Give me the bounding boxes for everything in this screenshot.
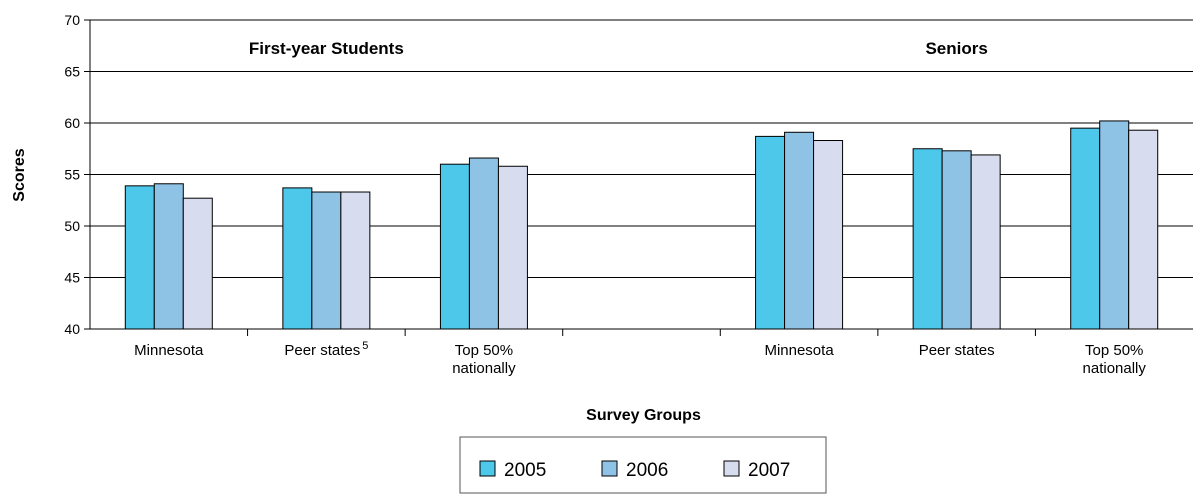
bar-2005-4 — [755, 135, 786, 330]
group-title-first-year: First-year Students — [249, 39, 404, 58]
x-tick-marks — [247, 329, 1036, 336]
y-tick-label: 70 — [64, 12, 80, 28]
category-label: Peer states 5 — [284, 340, 368, 359]
bar-2006-2 — [468, 157, 499, 330]
category-label: Peer states — [919, 342, 995, 359]
category-label: Top 50% — [1085, 342, 1143, 359]
category-label: Minnesota — [764, 342, 834, 359]
bar-2007-6 — [1128, 129, 1159, 330]
bar-2005-1 — [282, 187, 313, 330]
legend-swatch-2007 — [723, 460, 740, 477]
bar-2006-6 — [1099, 120, 1130, 330]
bar-2007-5 — [970, 154, 1001, 330]
y-tick-label: 50 — [64, 218, 80, 234]
legend-box — [459, 436, 827, 494]
y-axis-title: Scores — [11, 148, 28, 201]
bar-2006-1 — [311, 191, 342, 330]
gridlines — [90, 19, 1193, 278]
bar-2006-5 — [941, 150, 972, 330]
group-title-seniors: Seniors — [925, 39, 987, 58]
footnote-marker: 5 — [362, 340, 368, 352]
bar-2006-0 — [153, 183, 184, 330]
legend-swatch-2006 — [601, 460, 618, 477]
category-label: Minnesota — [134, 342, 204, 359]
legend-label-2007: 2007 — [748, 460, 790, 481]
category-label: Top 50% — [455, 342, 513, 359]
bar-2005-5 — [912, 148, 943, 330]
bar-2007-4 — [813, 140, 844, 330]
legend-swatch-2005 — [479, 460, 496, 477]
legend: 2005 2006 2007 — [459, 436, 827, 494]
category-labels: Minnesota Peer states 5 Top 50%nationallyMi… — [134, 340, 1146, 377]
bars — [124, 120, 1159, 330]
bar-2005-2 — [439, 163, 470, 330]
category-label: nationally — [452, 360, 516, 377]
bar-2007-2 — [497, 165, 528, 330]
bar-2007-1 — [340, 191, 371, 330]
y-tick-label: 40 — [64, 321, 80, 337]
y-tick-label: 60 — [64, 115, 80, 131]
bar-2006-4 — [784, 131, 815, 330]
legend-label-2006: 2006 — [626, 460, 668, 481]
y-tick-label: 45 — [64, 270, 80, 286]
category-label: nationally — [1083, 360, 1147, 377]
y-tick-label: 55 — [64, 167, 80, 183]
y-tick-label: 65 — [64, 64, 80, 80]
legend-label-2005: 2005 — [504, 460, 546, 481]
x-axis-title: Survey Groups — [586, 407, 701, 424]
bar-2005-0 — [124, 185, 155, 330]
y-tick-labels: 40 45 50 55 60 65 70 — [64, 12, 90, 337]
bar-2005-6 — [1070, 127, 1101, 330]
bar-2007-0 — [182, 197, 213, 330]
